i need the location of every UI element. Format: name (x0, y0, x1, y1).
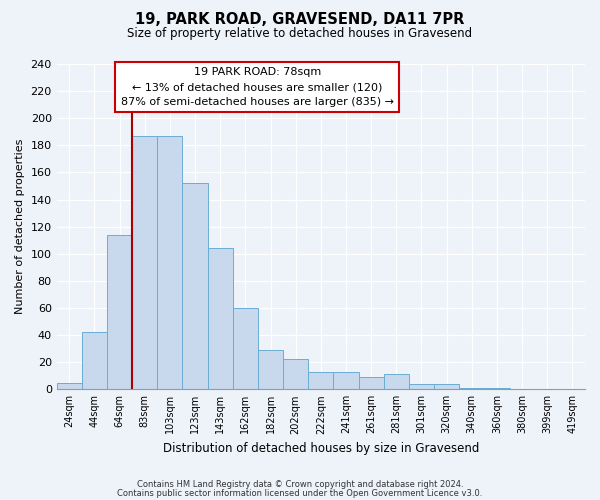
Bar (208, 248, 233, 390)
Bar (484, 388, 509, 390)
Bar (434, 384, 459, 390)
Text: Contains HM Land Registry data © Crown copyright and database right 2024.: Contains HM Land Registry data © Crown c… (137, 480, 463, 489)
Bar (233, 308, 258, 390)
Bar (182, 184, 208, 390)
Y-axis label: Number of detached properties: Number of detached properties (15, 139, 25, 314)
Bar (334, 372, 359, 390)
Bar (107, 235, 132, 390)
Bar (82, 332, 107, 390)
Bar (132, 136, 157, 390)
Bar (157, 136, 182, 390)
Bar (258, 350, 283, 390)
Bar (308, 372, 334, 390)
Bar (283, 360, 308, 390)
Text: Contains public sector information licensed under the Open Government Licence v3: Contains public sector information licen… (118, 490, 482, 498)
Bar (359, 377, 384, 390)
Bar (459, 388, 484, 390)
X-axis label: Distribution of detached houses by size in Gravesend: Distribution of detached houses by size … (163, 442, 479, 455)
Bar (384, 374, 409, 390)
Text: 19 PARK ROAD: 78sqm
← 13% of detached houses are smaller (120)
87% of semi-detac: 19 PARK ROAD: 78sqm ← 13% of detached ho… (121, 68, 394, 107)
Bar (409, 384, 434, 390)
Bar (56, 382, 82, 390)
Text: Size of property relative to detached houses in Gravesend: Size of property relative to detached ho… (127, 28, 473, 40)
Text: 19, PARK ROAD, GRAVESEND, DA11 7PR: 19, PARK ROAD, GRAVESEND, DA11 7PR (136, 12, 464, 28)
